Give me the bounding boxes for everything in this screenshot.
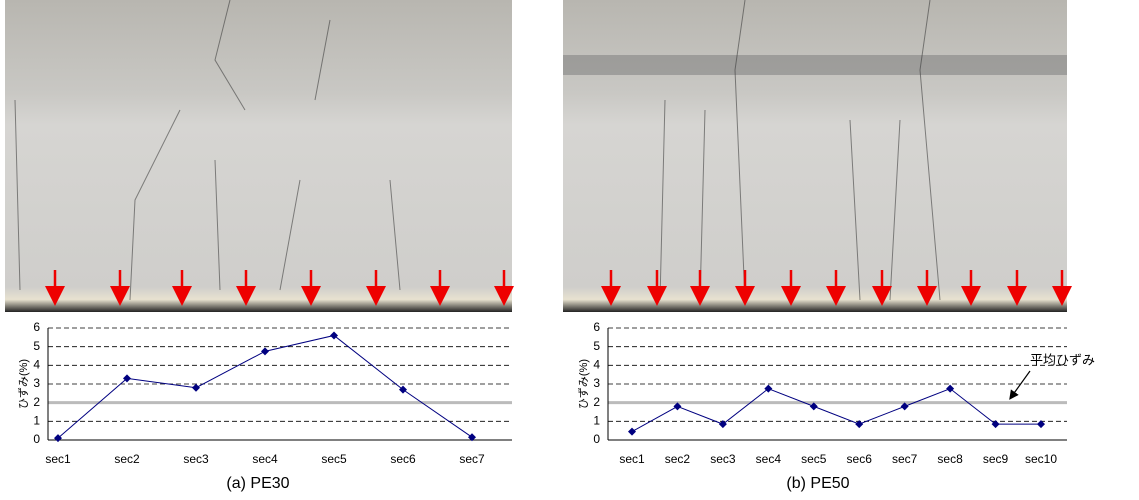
x-tick-label: sec4 xyxy=(756,452,782,466)
load-arrows xyxy=(45,270,1072,306)
x-tick-label: sec7 xyxy=(892,452,918,466)
x-tick-label: sec1 xyxy=(619,452,645,466)
data-point xyxy=(900,402,909,411)
y-tick-label: 5 xyxy=(33,339,40,353)
y-tick-label: 4 xyxy=(593,358,600,372)
data-point xyxy=(991,420,1000,429)
data-point xyxy=(1037,420,1045,429)
annotation: 平均ひずみ xyxy=(1030,352,1095,367)
series-line xyxy=(631,388,1041,433)
y-tick-label: 0 xyxy=(33,432,40,446)
y-tick-label: 3 xyxy=(33,376,40,390)
data-point xyxy=(468,433,476,442)
x-tick-label: sec10 xyxy=(1025,452,1057,466)
chart-title: (a) PE30 xyxy=(226,475,289,492)
x-tick-label: sec7 xyxy=(459,452,485,466)
y-tick-label: 4 xyxy=(33,358,40,372)
data-point xyxy=(764,384,773,393)
annotation-arrow xyxy=(1009,370,1031,400)
data-point xyxy=(54,434,62,443)
photo-b xyxy=(563,0,1067,312)
x-tick-label: sec9 xyxy=(983,452,1009,466)
y-tick-label: 1 xyxy=(33,414,40,428)
x-tick-label: sec8 xyxy=(937,452,963,466)
chart-title: (b) PE50 xyxy=(786,475,849,492)
data-point xyxy=(192,383,200,392)
data-point xyxy=(718,420,727,429)
y-tick-label: 2 xyxy=(33,395,40,409)
x-tick-label: sec4 xyxy=(252,452,278,466)
data-point xyxy=(123,374,131,383)
x-tick-label: sec5 xyxy=(321,452,347,466)
x-tick-label: sec3 xyxy=(183,452,209,466)
x-tick-label: sec5 xyxy=(801,452,827,466)
y-axis-label: ひずみ(%) xyxy=(17,359,30,409)
x-tick-label: sec1 xyxy=(45,452,71,466)
data-point xyxy=(261,347,269,356)
y-tick-label: 1 xyxy=(593,414,600,428)
y-tick-label: 5 xyxy=(593,339,600,353)
y-tick-label: 0 xyxy=(593,432,600,446)
y-axis-label: ひずみ(%) xyxy=(577,359,590,409)
data-point xyxy=(855,420,864,429)
data-point xyxy=(330,331,338,340)
x-tick-label: sec2 xyxy=(665,452,691,466)
x-tick-label: sec3 xyxy=(710,452,736,466)
y-tick-label: 6 xyxy=(593,320,600,334)
y-tick-label: 3 xyxy=(593,376,600,390)
x-tick-label: sec6 xyxy=(390,452,416,466)
y-tick-label: 2 xyxy=(593,395,600,409)
data-point xyxy=(673,402,682,411)
x-tick-label: sec2 xyxy=(114,452,140,466)
data-point xyxy=(946,384,955,393)
photo-a xyxy=(5,0,512,312)
data-point xyxy=(399,385,407,394)
data-point xyxy=(809,402,818,411)
data-point xyxy=(628,427,636,436)
x-tick-label: sec6 xyxy=(847,452,873,466)
y-tick-label: 6 xyxy=(33,320,40,334)
